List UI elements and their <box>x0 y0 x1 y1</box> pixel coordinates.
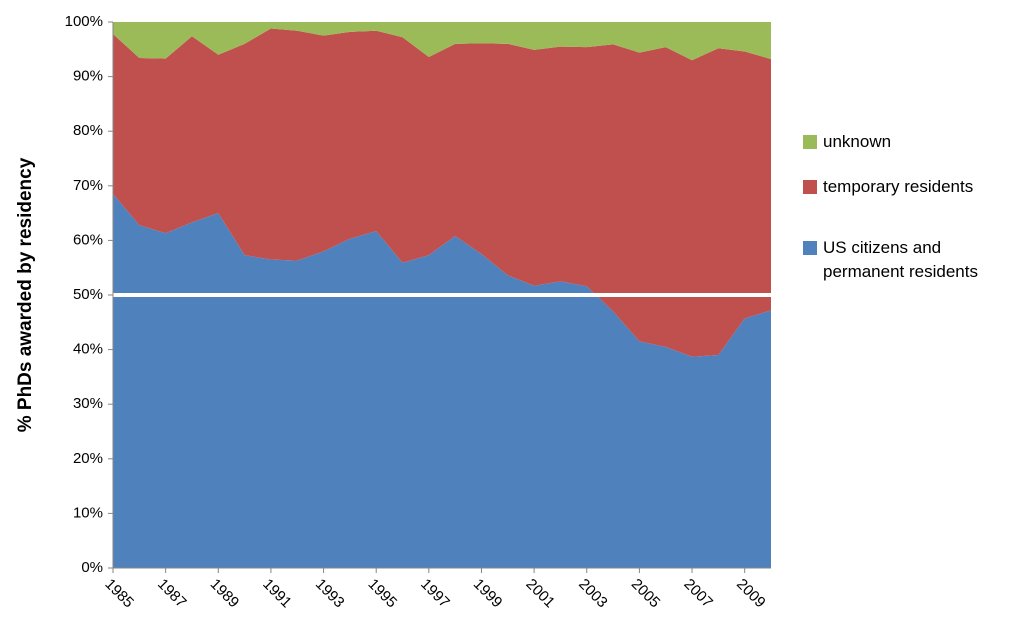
x-tick-label: 1997 <box>417 576 453 612</box>
legend-item: unknown <box>803 130 891 154</box>
legend-label: temporary residents <box>823 177 974 196</box>
area <box>113 193 771 569</box>
legend-swatch <box>803 180 817 194</box>
y-tick-label: 60% <box>73 231 103 248</box>
y-tick-label: 100% <box>65 13 103 30</box>
y-tick-label: 80% <box>73 122 103 139</box>
x-tick-label: 2001 <box>522 576 558 612</box>
area <box>113 22 771 61</box>
y-tick-label: 10% <box>73 504 103 521</box>
x-tick-label: 1991 <box>259 576 295 612</box>
y-axis-title: % PhDs awarded by residency <box>15 157 36 432</box>
legend-swatch <box>803 241 817 255</box>
x-tick-label: 1985 <box>101 576 137 612</box>
y-tick-label: 0% <box>81 559 103 576</box>
area <box>113 28 771 357</box>
x-tick-label: 1987 <box>154 576 190 612</box>
y-tick-label: 20% <box>73 450 103 467</box>
x-tick-label: 1989 <box>207 576 243 612</box>
y-tick-label: 30% <box>73 395 103 412</box>
x-tick-label: 2005 <box>628 576 664 612</box>
legend-label: unknown <box>823 132 892 151</box>
x-tick-label: 1995 <box>365 576 401 612</box>
x-tick-label: 2007 <box>680 576 716 612</box>
y-tick-label: 40% <box>73 341 103 358</box>
legend-swatch <box>803 135 817 149</box>
y-tick-label: 90% <box>73 68 103 85</box>
legend-label: US citizens and permanent residents <box>823 238 978 281</box>
legend-item: US citizens and permanent residents <box>803 236 1023 284</box>
x-tick-label: 2003 <box>575 576 611 612</box>
x-tick-label: 2009 <box>733 576 769 612</box>
y-tick-label: 50% <box>73 286 103 303</box>
legend-item: temporary residents <box>803 175 973 199</box>
x-tick-label: 1993 <box>312 576 348 612</box>
y-tick-label: 70% <box>73 177 103 194</box>
x-tick-label: 1999 <box>470 576 506 612</box>
